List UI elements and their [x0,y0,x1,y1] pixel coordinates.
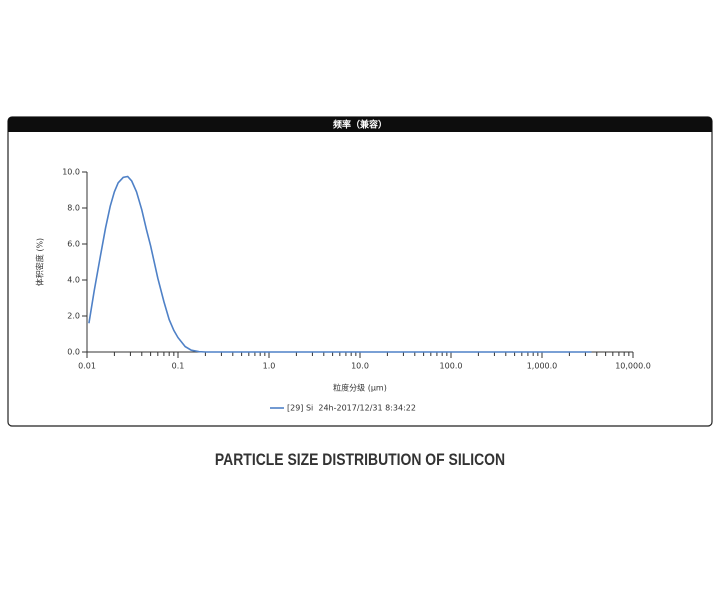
data-line [88,175,592,353]
x-tick-label: 1.0 [263,362,276,371]
x-tick-label: 1,000.0 [527,362,558,371]
y-tick-label: 2.0 [67,312,80,321]
legend-label: [29] Si 24h-2017/12/31 8:34:22 [287,404,416,413]
x-axis-label: 粒度分级 (μm) [333,383,387,393]
y-axis-label: 体积密度 (%) [35,238,45,286]
caption: PARTICLE SIZE DISTRIBUTION OF SILICON [214,450,506,469]
y-tick-label: 10.0 [62,168,80,177]
y-tick-label: 4.0 [67,276,80,285]
y-tick-label: 6.0 [67,240,80,249]
panel [7,116,713,427]
x-tick-label: 0.1 [172,362,185,371]
y-tick-label: 8.0 [67,204,80,213]
x-tick-label: 10.0 [351,362,369,371]
x-tick-label: 100.0 [440,362,463,371]
y-tick-label: 0.0 [67,348,80,357]
panel-header [8,117,712,132]
chart: 频率（兼容） 粒度分级 (μm) 体积密度 (%) 0.0 2.0 4.0 6.0 8.… [7,116,713,427]
x-tick-label: 10,000.0 [615,362,651,371]
x-tick-label: 0.01 [78,362,96,371]
chart-title: 频率（兼容） [333,119,387,131]
